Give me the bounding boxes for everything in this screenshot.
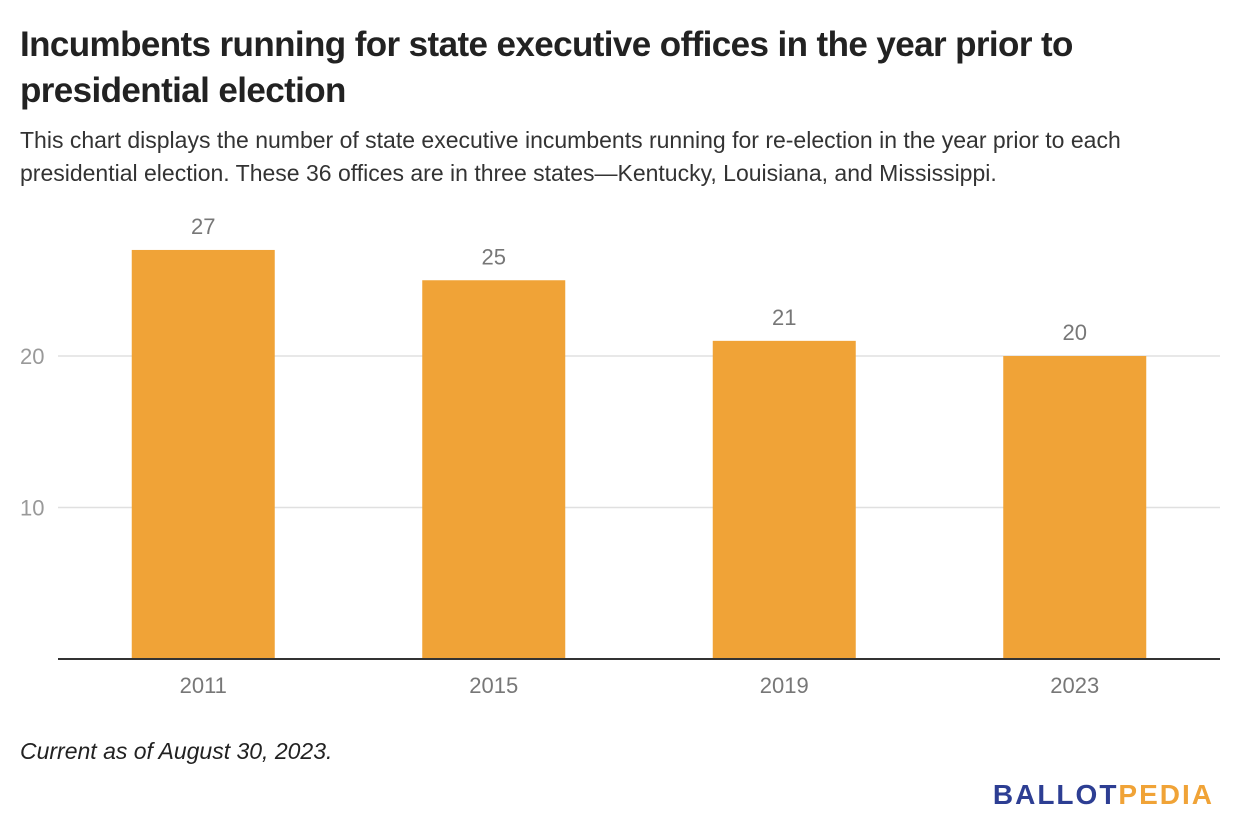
logo-part-pedia: PEDIA xyxy=(1118,779,1214,810)
y-tick-label: 10 xyxy=(20,496,44,521)
chart-title: Incumbents running for state executive o… xyxy=(20,25,1073,110)
bars xyxy=(131,249,1147,659)
x-tick-label-2023: 2023 xyxy=(1050,673,1099,698)
bar-2015[interactable] xyxy=(422,280,566,659)
bar-2011[interactable] xyxy=(131,249,275,659)
x-tick-label-2015: 2015 xyxy=(469,673,518,698)
x-tick-label-2011: 2011 xyxy=(180,673,227,698)
data-label-2015: 25 xyxy=(482,244,506,269)
ballotpedia-logo[interactable]: BALLOTPEDIA xyxy=(993,779,1214,811)
bar-chart: 10 20 27 2011 25 2015 21 2019 20 2023 xyxy=(20,214,1220,698)
data-label-2011: 27 xyxy=(191,214,215,239)
data-label-2019: 21 xyxy=(772,305,796,330)
chart-subtitle: This chart displays the number of state … xyxy=(20,127,1121,186)
x-tick-label-2019: 2019 xyxy=(760,673,809,698)
logo-part-ballot: BALLOT xyxy=(992,779,1119,810)
labels: 27 2011 25 2015 21 2019 20 2023 xyxy=(180,214,1100,698)
data-label-2023: 20 xyxy=(1063,320,1087,345)
footnote: Current as of August 30, 2023. xyxy=(20,738,333,764)
bar-2019[interactable] xyxy=(712,340,856,659)
bar-2023[interactable] xyxy=(1003,356,1147,659)
y-tick-label: 20 xyxy=(20,344,44,369)
